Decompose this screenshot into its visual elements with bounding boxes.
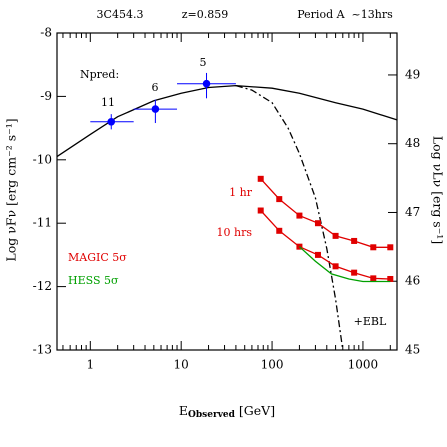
y2-tick-label: 48 [405,136,420,150]
line [260,178,391,248]
y-tick-label: -11 [33,216,52,230]
title-redshift: z=0.859 [182,8,229,21]
y-tick-label: -8 [40,26,52,40]
y2-tick-label: 49 [405,67,420,81]
marker [296,212,303,219]
line [235,84,344,351]
point [202,79,211,88]
y-tick-label: -10 [33,152,52,166]
y2-tick-label: 47 [405,205,420,219]
x-label-sub: Observed [188,410,236,420]
line [298,246,391,283]
marker [387,244,394,251]
x-axis-label: EObserved [GeV] [179,403,275,420]
marker [351,269,358,276]
y2-tick-label: 45 [405,343,420,357]
x-tick-label: 1 [86,358,94,372]
marker [257,175,264,182]
marker [351,237,358,244]
npred-label: Npred: [80,68,119,81]
npred-value: 5 [200,56,207,69]
y2-axis-label: Log νLν [erg s⁻¹] [431,136,446,244]
y-axis-label: Log νFν [erg cm⁻² s⁻¹] [4,118,19,261]
annotation: 10 hrs [217,226,253,239]
y-tick-label: -12 [33,279,52,293]
npred-value: 11 [101,96,115,109]
marker [332,263,339,270]
y-tick-label: -9 [40,89,52,103]
marker [314,220,321,227]
plot-frame [56,32,398,351]
marker [332,232,339,239]
x-tick-label: 10 [174,358,189,372]
marker [314,251,321,258]
annotation: 1 hr [229,186,253,199]
npred-value: 6 [152,81,159,94]
marker [387,275,394,282]
y2-tick-label: 46 [405,274,420,288]
marker [257,207,264,214]
marker [370,244,377,251]
legend-label: HESS 5σ [68,274,119,287]
marker [370,275,377,282]
marker [276,227,283,234]
x-tick-label: 100 [261,358,284,372]
point [151,105,160,113]
line [260,210,391,280]
marker [296,243,303,250]
title-source: 3C454.3 [97,8,144,21]
title-period: Period A ~13hrs [297,8,393,21]
x-label-main: E [179,403,188,418]
annotation: +EBL [354,315,387,328]
legend-label: MAGIC 5σ [68,251,127,264]
marker [276,196,283,203]
point [107,117,116,126]
y-tick-label: -13 [33,343,52,357]
x-label-unit: [GeV] [235,403,275,418]
x-tick-label: 1000 [348,358,379,372]
